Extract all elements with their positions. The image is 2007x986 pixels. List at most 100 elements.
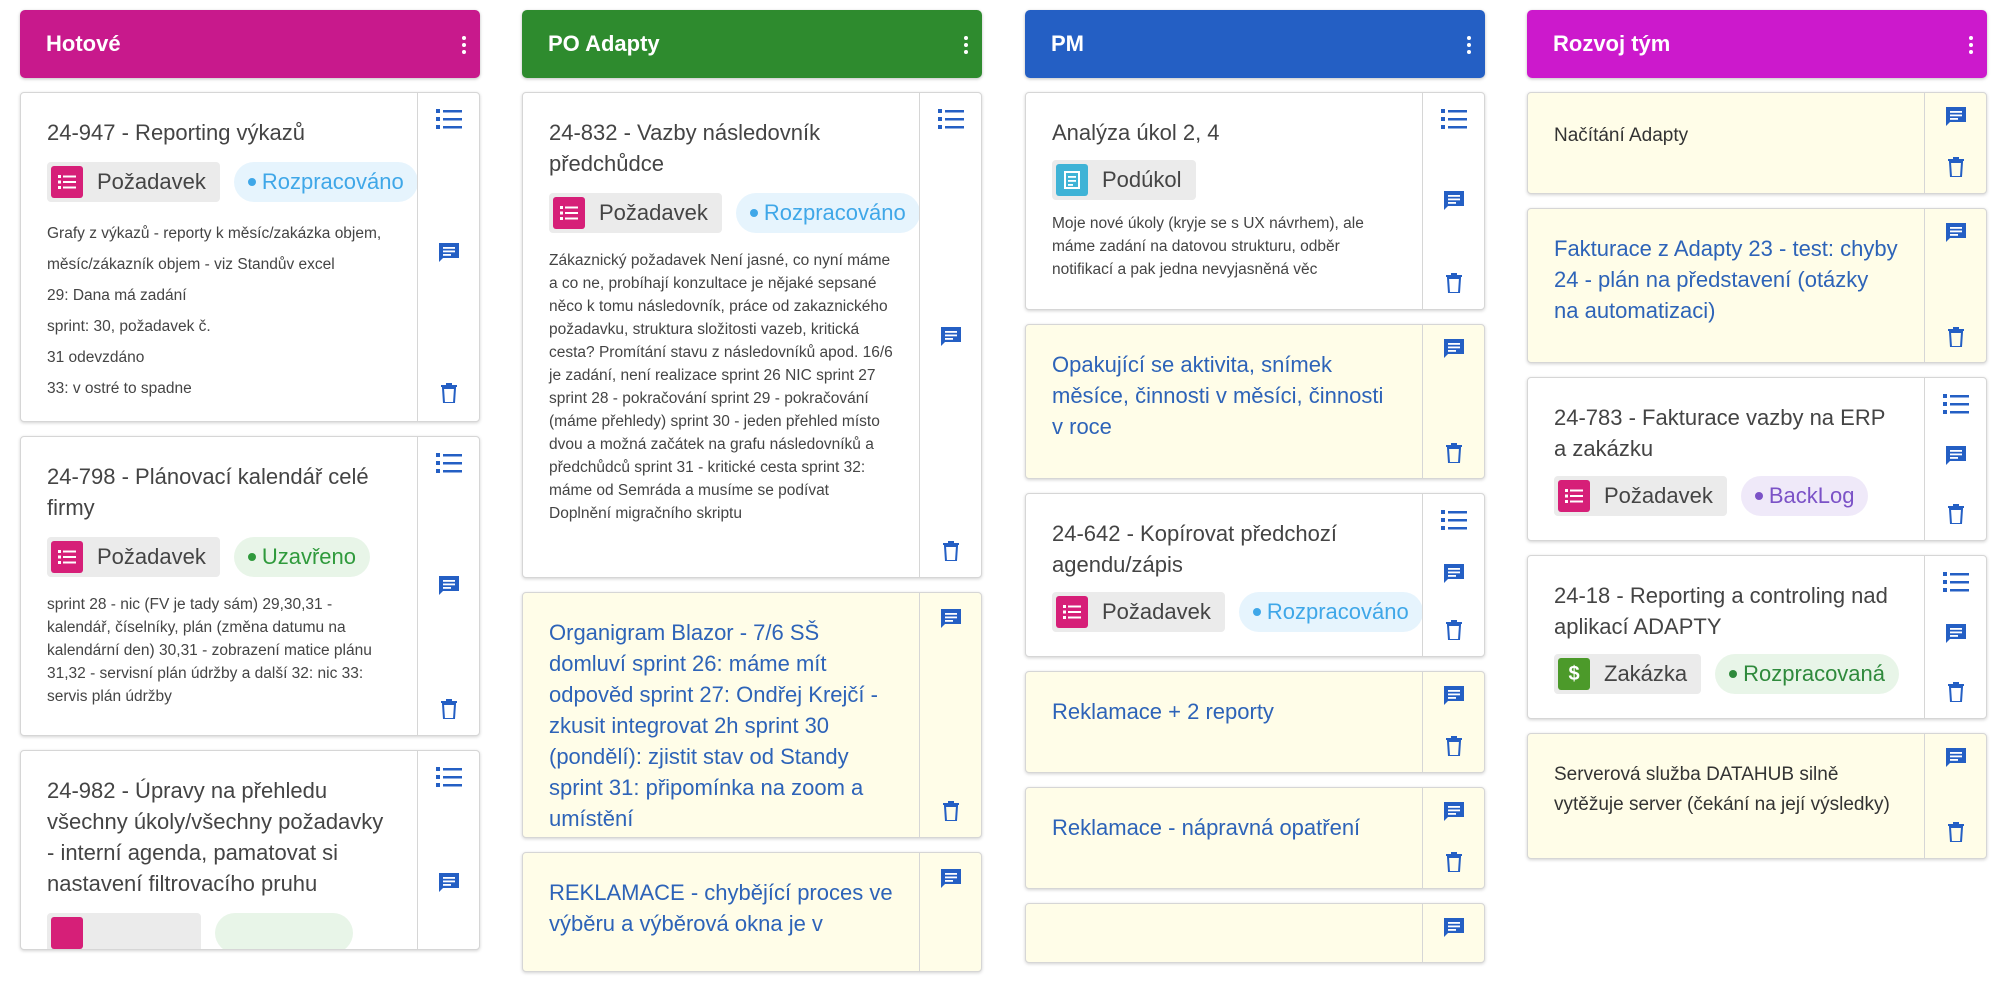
card-title[interactable]: 24-832 - Vazby následovník předchůdce — [549, 120, 821, 176]
comment-icon[interactable] — [1944, 444, 1968, 473]
kanban-card[interactable]: 24-947 - Reporting výkazů Požadavek Rozp… — [20, 92, 480, 422]
note-card[interactable] — [1025, 903, 1485, 963]
card-actions — [1924, 556, 1986, 718]
note-link[interactable]: Fakturace z Adapty 23 - test: chyby 24 -… — [1554, 236, 1898, 323]
description-line: Zákaznický požadavek Není jasné, co nyní… — [549, 252, 893, 522]
note-link[interactable]: Reklamace - nápravná opatření — [1052, 815, 1361, 840]
card-actions — [417, 93, 479, 421]
card-actions — [417, 751, 479, 949]
list-icon — [553, 197, 585, 229]
card-title[interactable]: 24-642 - Kopírovat předchozí agendu/zápi… — [1052, 521, 1337, 577]
kanban-card[interactable]: 24-783 - Fakturace vazby na ERP a zakázk… — [1527, 377, 1987, 541]
list-icon — [51, 541, 83, 573]
comment-icon[interactable] — [1442, 562, 1466, 591]
note-card[interactable]: Fakturace z Adapty 23 - test: chyby 24 -… — [1527, 208, 1987, 363]
status-label: Rozpracováno — [1266, 599, 1409, 624]
status-badge: Rozpracováno — [233, 162, 417, 202]
note-link[interactable]: Organigram Blazor - 7/6 SŠ domluví sprin… — [549, 620, 878, 831]
delete-icon[interactable] — [1947, 682, 1964, 707]
card-title[interactable]: 24-798 - Plánovací kalendář celé firmy — [47, 464, 369, 520]
delete-icon[interactable] — [1947, 327, 1964, 352]
delete-icon[interactable] — [1445, 443, 1462, 468]
comment-icon[interactable] — [1442, 800, 1466, 829]
comment-icon[interactable] — [437, 574, 461, 603]
note-card[interactable]: Načítání Adapty — [1527, 92, 1987, 194]
more-vert-icon[interactable] — [1467, 36, 1471, 54]
comment-icon[interactable] — [1442, 916, 1466, 945]
column-title: PO Adapty — [548, 31, 660, 56]
card-title[interactable]: 24-982 - Úpravy na přehledu všechny úkol… — [47, 778, 384, 896]
card-description: Moje nové úkoly (kryje se s UX návrhem),… — [1052, 212, 1396, 281]
kanban-card[interactable]: 24-18 - Reporting a controling nad aplik… — [1527, 555, 1987, 719]
note-card[interactable]: Reklamace - nápravná opatření — [1025, 787, 1485, 889]
delete-icon[interactable] — [1445, 620, 1462, 645]
status-badge: BackLog — [1740, 476, 1869, 516]
type-chip — [47, 913, 201, 949]
delete-icon[interactable] — [440, 699, 457, 724]
card-description: sprint 28 - nic (FV je tady sám) 29,30,3… — [47, 593, 391, 708]
note-text: Načítání Adapty — [1554, 125, 1689, 146]
note-link[interactable]: REKLAMACE - chybějící proces ve výběru a… — [549, 880, 893, 936]
card-actions — [1422, 325, 1484, 478]
kanban-card[interactable]: 24-798 - Plánovací kalendář celé firmy P… — [20, 436, 480, 736]
card-title[interactable]: 24-783 - Fakturace vazby na ERP a zakázk… — [1554, 405, 1885, 461]
note-card[interactable]: Reklamace + 2 reporty — [1025, 671, 1485, 773]
note-link[interactable]: Reklamace + 2 reporty — [1052, 699, 1274, 724]
subtask-icon — [1056, 164, 1088, 196]
comment-icon[interactable] — [1442, 337, 1466, 366]
card-actions — [1422, 788, 1484, 888]
comment-icon[interactable] — [1944, 746, 1968, 775]
list-icon — [51, 166, 83, 198]
checklist-icon[interactable] — [1942, 392, 1969, 421]
comment-icon[interactable] — [1442, 684, 1466, 713]
card-actions — [1422, 93, 1484, 309]
comment-icon[interactable] — [437, 241, 461, 270]
checklist-icon[interactable] — [1440, 107, 1467, 136]
more-vert-icon[interactable] — [462, 36, 466, 54]
column-title: Rozvoj tým — [1553, 31, 1671, 56]
checklist-icon[interactable] — [1942, 570, 1969, 599]
note-card[interactable]: Serverová služba DATAHUB silně vytěžuje … — [1527, 733, 1987, 859]
delete-icon[interactable] — [942, 801, 959, 826]
card-title[interactable]: 24-18 - Reporting a controling nad aplik… — [1554, 583, 1888, 639]
kanban-card[interactable]: 24-982 - Úpravy na přehledu všechny úkol… — [20, 750, 480, 950]
delete-icon[interactable] — [1445, 852, 1462, 877]
note-card[interactable]: Opakující se aktivita, snímek měsíce, či… — [1025, 324, 1485, 479]
comment-icon[interactable] — [1944, 105, 1968, 134]
delete-icon[interactable] — [1947, 504, 1964, 529]
delete-icon[interactable] — [1947, 822, 1964, 847]
card-title[interactable]: Analýza úkol 2, 4 — [1052, 120, 1220, 145]
kanban-card[interactable]: 24-832 - Vazby následovník předchůdce Po… — [522, 92, 982, 578]
type-chip: Požadavek — [1554, 476, 1727, 516]
checklist-icon[interactable] — [937, 107, 964, 136]
dollar-icon: $ — [1558, 658, 1590, 690]
checklist-icon[interactable] — [435, 107, 462, 136]
note-card[interactable]: Organigram Blazor - 7/6 SŠ domluví sprin… — [522, 592, 982, 838]
kanban-board: Hotové 24-947 - Reporting výkazů Požadav… — [20, 10, 1987, 972]
checklist-icon[interactable] — [435, 765, 462, 794]
comment-icon[interactable] — [1944, 622, 1968, 651]
more-vert-icon[interactable] — [1969, 36, 1973, 54]
comment-icon[interactable] — [939, 325, 963, 354]
delete-icon[interactable] — [440, 383, 457, 408]
comment-icon[interactable] — [939, 867, 963, 896]
delete-icon[interactable] — [1445, 736, 1462, 761]
status-badge: Uzavřeno — [233, 537, 371, 577]
comment-icon[interactable] — [939, 607, 963, 636]
checklist-icon[interactable] — [1440, 508, 1467, 537]
kanban-card[interactable]: Analýza úkol 2, 4 Podúkol Moje nové úkol… — [1025, 92, 1485, 310]
kanban-card[interactable]: 24-642 - Kopírovat předchozí agendu/zápi… — [1025, 493, 1485, 657]
comment-icon[interactable] — [1944, 221, 1968, 250]
delete-icon[interactable] — [1445, 273, 1462, 298]
note-card[interactable]: REKLAMACE - chybějící proces ve výběru a… — [522, 852, 982, 972]
delete-icon[interactable] — [942, 541, 959, 566]
card-title[interactable]: 24-947 - Reporting výkazů — [47, 120, 306, 145]
more-vert-icon[interactable] — [964, 36, 968, 54]
checklist-icon[interactable] — [435, 451, 462, 480]
comment-icon[interactable] — [1442, 189, 1466, 218]
comment-icon[interactable] — [437, 871, 461, 900]
note-link[interactable]: Opakující se aktivita, snímek měsíce, či… — [1052, 352, 1384, 439]
status-badge: Rozpracovaná — [1715, 654, 1900, 694]
note-text: Serverová služba DATAHUB silně vytěžuje … — [1554, 764, 1890, 815]
delete-icon[interactable] — [1947, 157, 1964, 182]
